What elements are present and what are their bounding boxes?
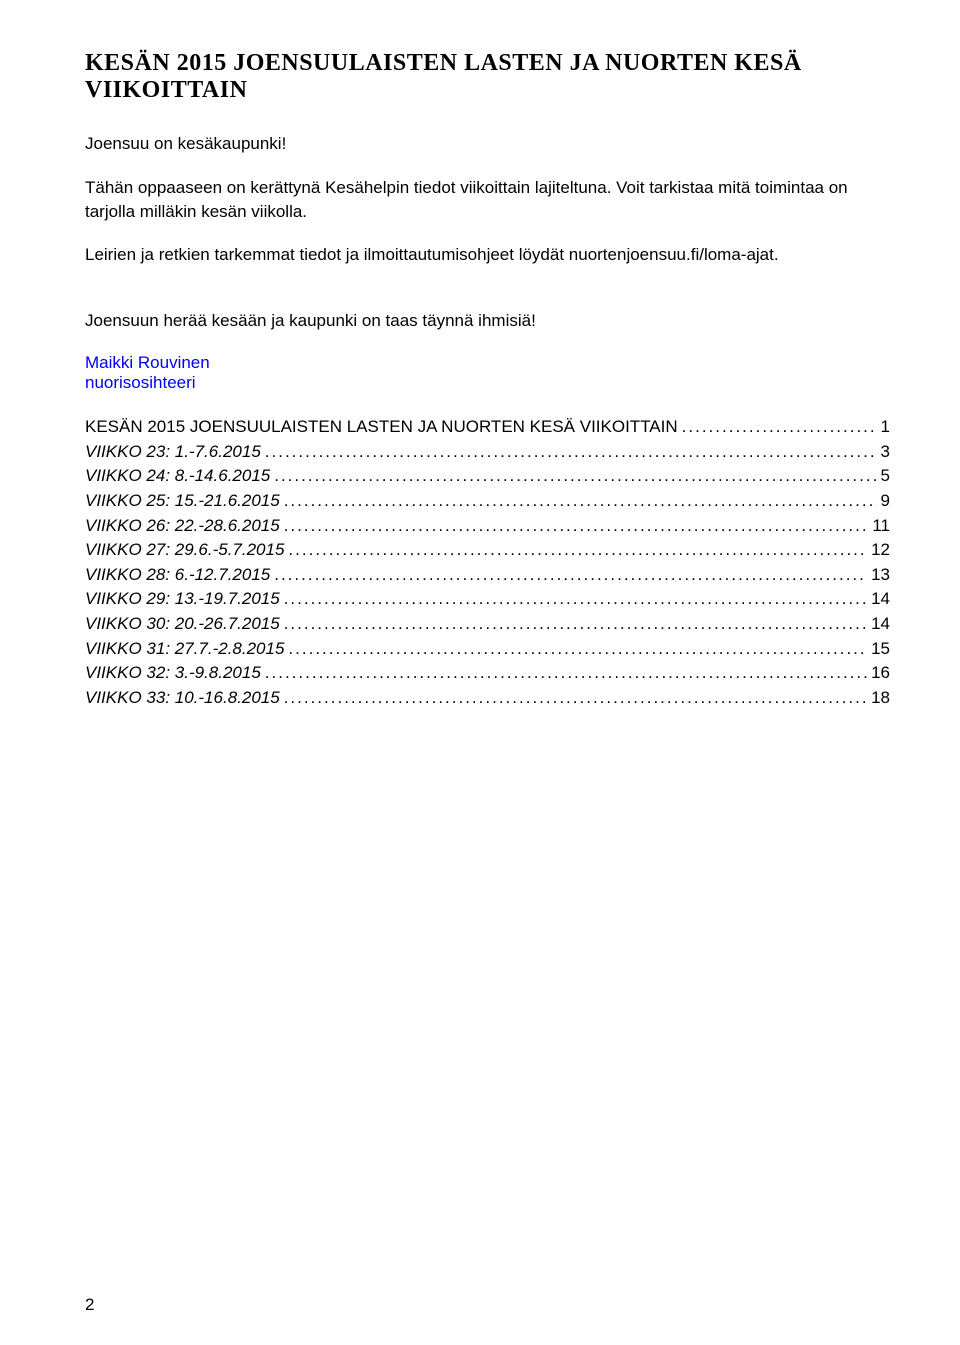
toc-item: VIIKKO 28: 6.-12.7.2015 13	[85, 563, 890, 588]
toc-item-label: VIIKKO 31: 27.7.-2.8.2015	[85, 637, 284, 662]
author-block: Maikki Rouvinen nuorisosihteeri	[85, 353, 890, 393]
toc-item-label: VIIKKO 26: 22.-28.6.2015	[85, 514, 280, 539]
author-role: nuorisosihteeri	[85, 373, 890, 393]
toc-item-page: 16	[867, 661, 890, 686]
toc-header-line: KESÄN 2015 JOENSUULAISTEN LASTEN JA NUOR…	[85, 415, 890, 440]
toc-item-page: 18	[867, 686, 890, 711]
toc-header-page: 1	[877, 415, 890, 440]
toc-header-label: KESÄN 2015 JOENSUULAISTEN LASTEN JA NUOR…	[85, 415, 678, 440]
toc-item-page: 13	[867, 563, 890, 588]
toc-item-label: VIIKKO 27: 29.6.-5.7.2015	[85, 538, 284, 563]
intro-paragraph-2: Tähän oppaaseen on kerättynä Kesähelpin …	[85, 176, 890, 224]
toc-item: VIIKKO 23: 1.-7.6.2015 3	[85, 440, 890, 465]
toc-item-page: 14	[867, 587, 890, 612]
toc-dots	[270, 563, 867, 588]
toc-item-page: 12	[867, 538, 890, 563]
toc-item: VIIKKO 30: 20.-26.7.2015 14	[85, 612, 890, 637]
toc-item-label: VIIKKO 23: 1.-7.6.2015	[85, 440, 261, 465]
toc-dots	[261, 440, 877, 465]
intro-paragraph-1: Joensuu on kesäkaupunki!	[85, 132, 890, 156]
toc-item-label: VIIKKO 32: 3.-9.8.2015	[85, 661, 261, 686]
toc-dots	[280, 514, 869, 539]
toc-item: VIIKKO 31: 27.7.-2.8.2015 15	[85, 637, 890, 662]
toc-dots	[284, 538, 867, 563]
toc-item-label: VIIKKO 29: 13.-19.7.2015	[85, 587, 280, 612]
toc-item: VIIKKO 26: 22.-28.6.2015 11	[85, 514, 890, 539]
toc-item: VIIKKO 27: 29.6.-5.7.2015 12	[85, 538, 890, 563]
toc-item-page: 3	[877, 440, 890, 465]
toc-item-label: VIIKKO 33: 10.-16.8.2015	[85, 686, 280, 711]
toc-dots	[280, 489, 877, 514]
toc-item-page: 11	[868, 514, 890, 539]
author-name: Maikki Rouvinen	[85, 353, 890, 373]
toc-dots	[284, 637, 867, 662]
toc-item: VIIKKO 29: 13.-19.7.2015 14	[85, 587, 890, 612]
toc-item-page: 14	[867, 612, 890, 637]
toc-item-label: VIIKKO 25: 15.-21.6.2015	[85, 489, 280, 514]
toc-dots	[280, 612, 867, 637]
toc-item: VIIKKO 32: 3.-9.8.2015 16	[85, 661, 890, 686]
toc-item: VIIKKO 25: 15.-21.6.2015 9	[85, 489, 890, 514]
intro-herald: Joensuun herää kesään ja kaupunki on taa…	[85, 309, 890, 333]
intro-paragraph-3: Leirien ja retkien tarkemmat tiedot ja i…	[85, 243, 890, 267]
page-title: KESÄN 2015 JOENSUULAISTEN LASTEN JA NUOR…	[85, 50, 890, 104]
toc-item: VIIKKO 24: 8.-14.6.2015 5	[85, 464, 890, 489]
toc-item-label: VIIKKO 30: 20.-26.7.2015	[85, 612, 280, 637]
toc-dots	[678, 415, 877, 440]
toc-item-label: VIIKKO 24: 8.-14.6.2015	[85, 464, 270, 489]
toc-dots	[280, 686, 867, 711]
toc-item-page: 5	[877, 464, 890, 489]
toc: KESÄN 2015 JOENSUULAISTEN LASTEN JA NUOR…	[85, 415, 890, 711]
toc-item: VIIKKO 33: 10.-16.8.2015 18	[85, 686, 890, 711]
toc-dots	[280, 587, 867, 612]
toc-item-page: 9	[877, 489, 890, 514]
toc-item-page: 15	[867, 637, 890, 662]
toc-dots	[270, 464, 876, 489]
toc-dots	[261, 661, 867, 686]
page-number: 2	[85, 1295, 94, 1315]
toc-item-label: VIIKKO 28: 6.-12.7.2015	[85, 563, 270, 588]
